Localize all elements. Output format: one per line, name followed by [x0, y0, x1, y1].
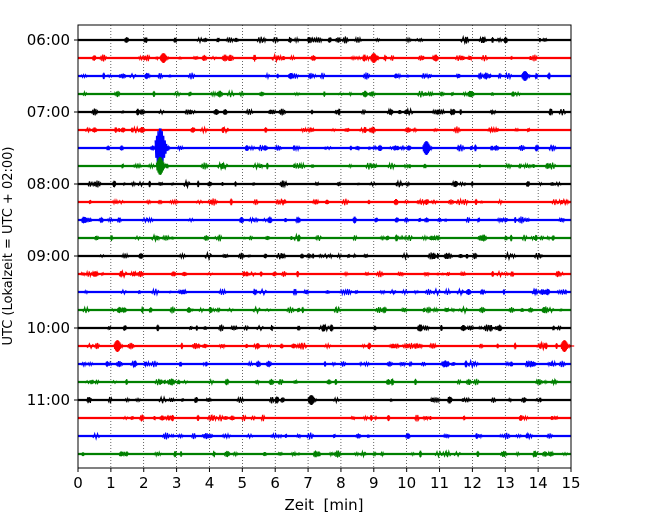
trace-row-7 — [78, 160, 571, 172]
seismic-event-4 — [113, 340, 128, 353]
trace-row-23 — [78, 449, 571, 459]
x-tick-label-13: 13 — [496, 474, 515, 492]
trace-noise-5 — [84, 125, 531, 135]
x-tick-label-1: 1 — [106, 474, 116, 492]
x-tick-label-15: 15 — [561, 474, 580, 492]
y-tick-label-1: 07:00 — [27, 103, 70, 121]
seismic-traces — [78, 34, 575, 459]
trace-noise-15 — [81, 305, 564, 315]
trace-noise-4 — [90, 106, 567, 117]
trace-noise-0 — [123, 34, 548, 46]
trace-noise-17 — [85, 340, 559, 352]
trace-row-9 — [78, 197, 571, 207]
trace-row-21 — [78, 413, 571, 423]
trace-row-11 — [78, 232, 571, 243]
seismic-event-3 — [307, 395, 321, 406]
trace-noise-6 — [105, 143, 558, 153]
trace-row-22 — [78, 431, 571, 441]
y-tick-label-0: 06:00 — [27, 31, 70, 49]
x-axis-label: Zeit [min] — [284, 496, 363, 514]
trace-row-17 — [78, 340, 571, 352]
trace-noise-9 — [88, 197, 571, 207]
x-tick-label-10: 10 — [397, 474, 416, 492]
y-tick-label-4: 10:00 — [27, 319, 70, 337]
x-tick-label-7: 7 — [303, 474, 313, 492]
x-tick-label-4: 4 — [205, 474, 215, 492]
trace-noise-3 — [82, 89, 523, 98]
trace-row-18 — [78, 358, 571, 370]
trace-row-3 — [78, 89, 571, 98]
trace-row-8 — [78, 178, 571, 190]
trace-row-2 — [78, 71, 571, 81]
trace-noise-19 — [83, 377, 559, 387]
trace-row-4 — [78, 106, 571, 117]
trace-noise-8 — [87, 178, 563, 190]
trace-row-14 — [78, 287, 571, 297]
x-tick-label-11: 11 — [430, 474, 449, 492]
trace-row-6 — [78, 143, 571, 153]
x-tick-label-2: 2 — [139, 474, 149, 492]
seismic-event-0 — [154, 128, 176, 169]
x-tick-label-5: 5 — [238, 474, 248, 492]
x-tick-label-12: 12 — [463, 474, 482, 492]
trace-noise-11 — [93, 232, 556, 243]
grid-lines — [110, 25, 539, 468]
seismic-event-8 — [521, 71, 535, 82]
seismic-event-5 — [560, 340, 575, 353]
seismic-event-6 — [159, 53, 173, 64]
trace-noise-10 — [80, 216, 566, 225]
y-tick-label-5: 11:00 — [27, 391, 70, 409]
x-tick-label-0: 0 — [73, 474, 83, 492]
trace-row-13 — [78, 269, 571, 279]
trace-row-5 — [78, 125, 571, 135]
trace-noise-20 — [86, 395, 544, 405]
trace-row-0 — [78, 34, 571, 46]
trace-row-16 — [78, 323, 571, 333]
trace-row-19 — [78, 377, 571, 387]
trace-row-20 — [78, 395, 571, 405]
trace-noise-14 — [83, 287, 568, 297]
trace-noise-13 — [80, 269, 566, 279]
y-axis-label: UTC (Lokalzeit = UTC + 02:00) — [1, 147, 16, 346]
trace-row-15 — [78, 305, 571, 315]
y-ticks: 06:00 07:00 08:00 09:00 10:00 11:00 — [27, 31, 78, 409]
y-tick-label-2: 08:00 — [27, 175, 70, 193]
trace-noise-2 — [79, 71, 552, 81]
trace-noise-16 — [106, 323, 562, 333]
seismic-event-1 — [155, 157, 171, 176]
trace-noise-21 — [122, 413, 559, 423]
x-ticks: 0 1 2 3 4 5 6 7 8 9 10 11 12 13 14 15 — [73, 468, 581, 492]
trace-row-10 — [78, 216, 571, 225]
x-tick-label-8: 8 — [336, 474, 346, 492]
seismic-event-2 — [422, 141, 437, 156]
x-tick-label-14: 14 — [529, 474, 548, 492]
y-tick-label-3: 09:00 — [27, 247, 70, 265]
trace-row-1 — [78, 52, 571, 64]
x-tick-label-9: 9 — [369, 474, 379, 492]
trace-noise-1 — [91, 52, 539, 64]
trace-noise-18 — [80, 358, 567, 370]
x-tick-label-3: 3 — [172, 474, 182, 492]
seismic-event-7 — [370, 53, 384, 64]
plot-frame — [77, 24, 572, 469]
trace-noise-12 — [97, 250, 544, 262]
trace-noise-22 — [91, 431, 554, 441]
trace-noise-23 — [81, 449, 570, 459]
trace-row-12 — [78, 250, 571, 262]
x-tick-label-6: 6 — [270, 474, 280, 492]
